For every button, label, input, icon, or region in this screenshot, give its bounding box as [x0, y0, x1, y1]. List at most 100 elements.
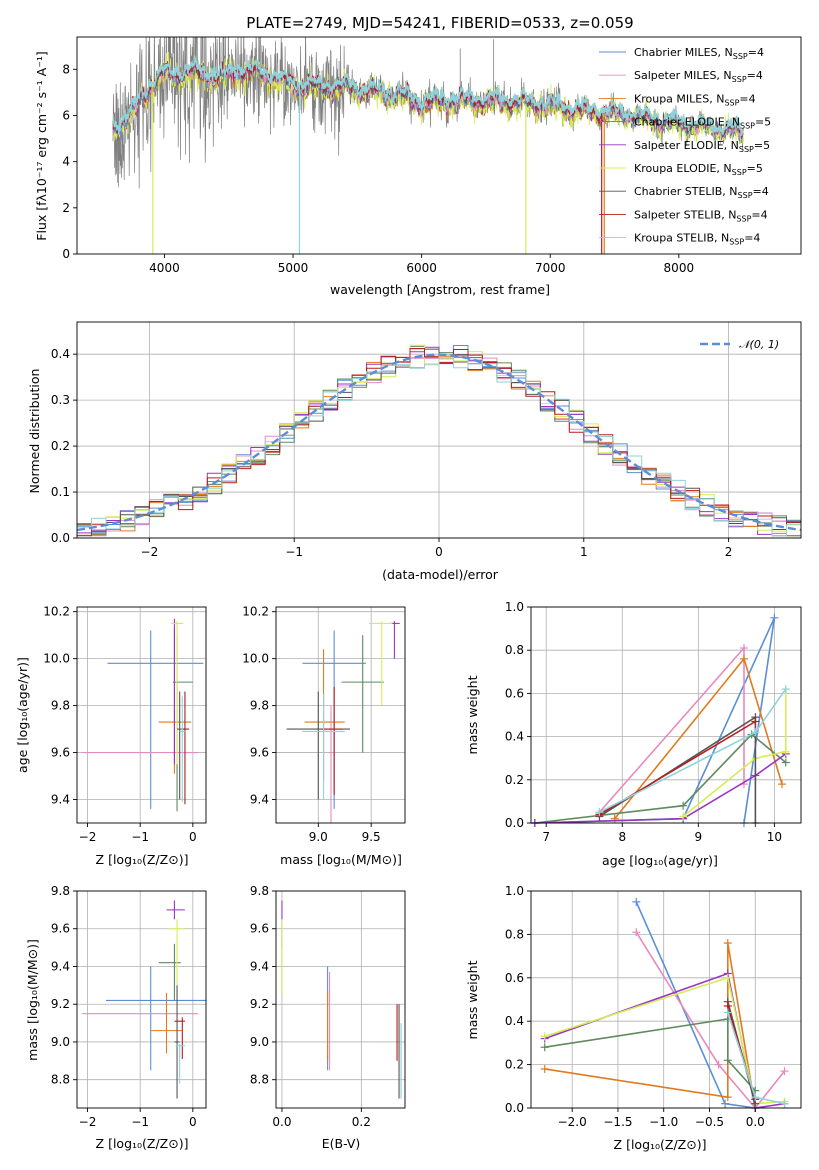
weight-marker-kroupa_elodie	[540, 1032, 549, 1041]
age-weight-panel: 7 8 9 10 0.0 0.2 0.4 0.6 0.8 1.0 age [log₁₀(age/y…	[465, 600, 802, 868]
legend-label: Salpeter ELODIE, NSSP=5	[634, 139, 770, 154]
y-tick-label: 0.4	[51, 347, 70, 361]
y-tick-label: 0	[62, 247, 70, 261]
weight-marker-chabrier_miles	[770, 613, 779, 622]
y-tick-label: 0.4	[505, 730, 524, 744]
y-tick-label: 10.0	[43, 652, 70, 666]
ebv-mass-frame	[275, 890, 406, 1109]
residual-hist-kroupa_stelib	[77, 354, 801, 537]
y-tick-label: 9.4	[51, 959, 70, 973]
weight-marker-kroupa_miles	[723, 939, 732, 948]
y-tick-label: 9.8	[51, 699, 70, 713]
weight-marker-chabrier_miles	[721, 1099, 730, 1108]
y-tick-label: 0.8	[505, 643, 524, 657]
y-tick-label: 9.8	[51, 884, 70, 898]
y-tick-label: 0.0	[505, 1101, 524, 1115]
y-tick-label: 8	[62, 62, 70, 76]
legend-label: Salpeter STELIB, NSSP=4	[634, 208, 768, 223]
x-tick-label: −2	[79, 1115, 97, 1129]
spectrum-legend: Chabrier MILES, NSSP=4 Salpeter MILES, NS…	[599, 46, 771, 247]
weight-marker-kroupa_miles	[777, 780, 786, 789]
weight-marker-kroupa_stelib	[595, 808, 604, 817]
residual-legend: 𝒩(0, 1)	[700, 338, 779, 351]
y-tick-label: 9.4	[250, 959, 269, 973]
x-tick-label: 0	[435, 545, 443, 559]
z-mass-errorbars	[82, 900, 206, 1099]
model-spectrum-kroupa_stelib	[112, 56, 744, 136]
z-mass-xlabel: Z [log₁₀(Z/Z⊙)]	[96, 1136, 189, 1151]
weight-line-chabrier_elodie	[544, 1018, 756, 1092]
y-tick-label: 0.2	[505, 773, 524, 787]
weight-line-chabrier_elodie	[534, 733, 787, 824]
z-age-ylabel: age [log₁₀(age/yr)]	[15, 657, 30, 773]
weight-marker-salpeter_stelib	[751, 717, 760, 726]
weight-marker-kroupa_stelib	[751, 728, 760, 737]
x-tick-label: 0.2	[352, 1115, 371, 1129]
ebv-mass-panel: 0.0 0.2 8.8 9.0 9.2 9.4 9.6 9.8 E(B-V)	[250, 884, 406, 1151]
y-tick-label: 0.2	[505, 1058, 524, 1072]
y-tick-label: 9.6	[250, 922, 269, 936]
spectrum-title: PLATE=2749, MJD=54241, FIBERID=0533, z=0…	[246, 14, 633, 32]
y-tick-label: 9.6	[51, 922, 70, 936]
mass-age-panel: 9.0 9.5 9.4 9.6 9.8 10.0 10.2 mass [log₁₀(M/M⊙…	[242, 605, 406, 867]
y-tick-label: 0.6	[505, 686, 524, 700]
y-tick-label: 10.2	[43, 605, 70, 619]
y-tick-label: 9.6	[51, 746, 70, 760]
residual-panel: −2 −1 0 1 2 0.0 0.1 0.2 0.3 0.4 (data-model)/erro…	[27, 321, 802, 582]
y-tick-label: 9.8	[250, 884, 269, 898]
weight-line-kroupa_elodie	[544, 976, 785, 1105]
x-tick-label: −1	[285, 545, 303, 559]
y-tick-label: 9.8	[250, 699, 269, 713]
age-weight-ylabel: mass weight	[465, 675, 480, 754]
y-tick-label: 8.8	[51, 1073, 70, 1087]
y-tick-label: 8.8	[250, 1073, 269, 1087]
z-weight-ylabel: mass weight	[465, 960, 480, 1039]
age-weight-frame	[530, 606, 802, 824]
y-tick-label: 1.0	[505, 600, 524, 614]
x-tick-label: 2	[725, 545, 733, 559]
weight-marker-kroupa_miles	[739, 654, 748, 663]
spectrum-lines	[112, 37, 744, 254]
y-tick-label: 9.4	[51, 793, 70, 807]
weight-marker-chabrier_elodie	[781, 758, 790, 767]
legend-label: Kroupa MILES, NSSP=4	[634, 92, 756, 107]
normal-curve	[77, 353, 801, 532]
legend-label: Chabrier STELIB, NSSP=4	[634, 185, 769, 200]
z-age-panel: −2 −1 0 9.4 9.6 9.8 10.0 10.2 Z [log₁₀(Z/Z⊙)] a…	[15, 605, 207, 867]
z-age-errorbars	[82, 618, 204, 812]
y-tick-label: 9.2	[250, 997, 269, 1011]
z-mass-panel: −2 −1 08.89.09.29.49.69.8 Z [log₁₀(Z/Z⊙)] …	[25, 884, 207, 1151]
legend-label: Kroupa ELODIE, NSSP=5	[634, 162, 763, 177]
y-tick-label: 1.0	[505, 884, 524, 898]
weight-marker-salpeter_miles	[739, 644, 748, 653]
legend-label: Kroupa STELIB, NSSP=4	[634, 232, 760, 247]
z-age-frame	[76, 606, 207, 824]
weight-marker-kroupa_miles	[540, 1064, 549, 1073]
y-tick-label: 0.0	[505, 816, 524, 830]
spectrum-xlabel: wavelength [Angstrom, rest frame]	[330, 282, 550, 297]
weight-marker-chabrier_elodie	[679, 801, 688, 810]
z-age-xlabel: Z [log₁₀(Z/Z⊙)]	[96, 852, 189, 867]
spectrum-panel: PLATE=2749, MJD=54241, FIBERID=0533, z=0…	[34, 14, 802, 297]
y-tick-label: 4	[62, 155, 70, 169]
x-tick-label: 0.0	[746, 1115, 765, 1129]
x-tick-label: 0.0	[272, 1115, 291, 1129]
weight-marker-salpeter_miles	[714, 1060, 723, 1069]
weight-line-salpeter_miles	[635, 931, 786, 1110]
y-tick-label: 9.0	[250, 1035, 269, 1049]
legend-label: 𝒩(0, 1)	[739, 338, 779, 351]
x-tick-label: 4000	[149, 261, 180, 275]
weight-marker-kroupa_stelib	[751, 1093, 760, 1102]
weight-marker-chabrier_miles	[632, 897, 641, 906]
x-tick-label: −1	[131, 1115, 149, 1129]
z-mass-ylabel: mass [log₁₀(M/M⊙)]	[25, 939, 40, 1061]
mass-age-xlabel: mass [log₁₀(M/M⊙)]	[280, 852, 402, 867]
legend-label: Salpeter MILES, NSSP=4	[634, 69, 763, 84]
x-tick-label: 1	[580, 545, 588, 559]
z-weight-panel: −2.0 −1.5 −1.0 −0.5 0.0 0.0 0.2 0.4 0.6 0.8 1.0 Z …	[465, 884, 802, 1152]
y-tick-label: 0.0	[51, 531, 70, 545]
x-tick-label: −1.0	[649, 1115, 678, 1129]
x-tick-label: 0	[189, 1115, 197, 1129]
weight-marker-kroupa_miles	[723, 1093, 732, 1102]
